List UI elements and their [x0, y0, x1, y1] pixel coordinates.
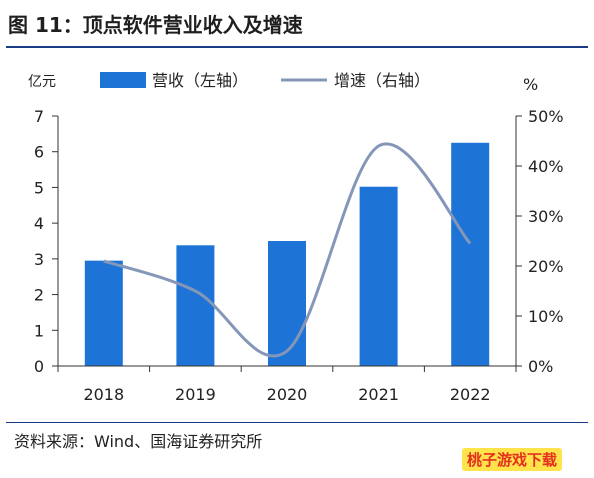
left-axis-tick-label: 7	[34, 107, 44, 126]
growth-line-path	[103, 142, 472, 358]
right-axis-tick-label: 30%	[528, 207, 564, 226]
right-axis-tick-label: 10%	[528, 307, 564, 326]
left-axis-tick-label: 0	[34, 357, 44, 376]
left-axis-unit: 亿元	[28, 74, 56, 90]
x-axis-tick-label: 2022	[450, 385, 491, 404]
revenue-bar	[268, 241, 306, 366]
revenue-bar	[359, 186, 398, 366]
source-note: 资料来源：Wind、国海证券研究所	[14, 432, 263, 451]
left-axis-tick-label: 1	[34, 321, 44, 340]
revenue-bar	[451, 142, 490, 366]
page-title: 图 11：顶点软件营业收入及增速	[8, 13, 303, 37]
left-axis-tick-label: 2	[34, 286, 44, 305]
right-axis-unit: %	[523, 75, 538, 94]
right-axis: 0% 10% 20% 30% 40% 50%	[515, 107, 564, 376]
left-axis-tick-label: 6	[34, 143, 44, 162]
legend: 营收（左轴） 增速（右轴）	[100, 71, 430, 90]
x-axis: 2018 2019 2020 2021 2022	[57, 365, 517, 404]
growth-line	[103, 142, 472, 358]
legend-line-label: 增速（右轴）	[334, 71, 430, 90]
revenue-bar	[176, 245, 215, 366]
source-divider	[6, 422, 588, 423]
right-axis-tick-label: 50%	[528, 107, 564, 126]
x-axis-tick-label: 2019	[175, 385, 216, 404]
x-axis-tick-label: 2020	[267, 385, 308, 404]
legend-bar-swatch	[100, 72, 146, 88]
right-axis-tick-label: 0%	[528, 357, 553, 376]
left-axis-tick-label: 5	[34, 178, 44, 197]
revenue-bar	[84, 260, 123, 366]
x-axis-tick-label: 2021	[358, 385, 399, 404]
left-axis-tick-label: 3	[34, 250, 44, 269]
x-axis-tick-label: 2018	[83, 385, 124, 404]
right-axis-tick-label: 20%	[528, 257, 564, 276]
left-axis: 0 1 2 3 4 5 6 7	[34, 107, 59, 376]
legend-bar-label: 营收（左轴）	[152, 71, 248, 90]
right-axis-tick-label: 40%	[528, 157, 564, 176]
revenue-bars	[84, 142, 490, 366]
watermark: 桃子游戏下载	[462, 448, 563, 471]
left-axis-tick-label: 4	[34, 214, 44, 233]
title-divider	[6, 46, 588, 48]
